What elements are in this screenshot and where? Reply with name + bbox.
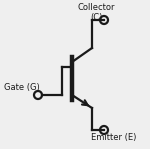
Text: Collector
(C): Collector (C)	[77, 3, 115, 22]
Text: Emitter (E): Emitter (E)	[91, 133, 137, 142]
Text: Gate (G): Gate (G)	[4, 83, 40, 92]
